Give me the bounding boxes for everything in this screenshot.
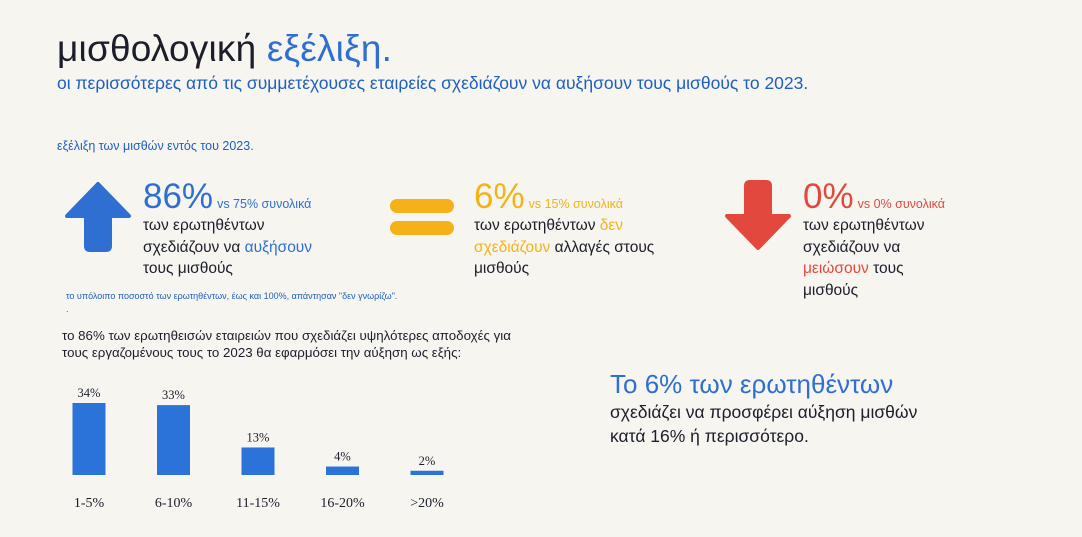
stat-decrease-keyword: μειώσουν xyxy=(803,260,869,277)
callout-headline: Το 6% των ερωτηθέντων xyxy=(610,369,894,399)
stat-same: 6% vs 15% συνολικά των ερωτηθέντων δεν σχ… xyxy=(474,179,654,280)
stat-same-line2: σχεδιάζουν αλλαγές στους xyxy=(474,237,654,259)
callout: Το 6% των ερωτηθέντων σχεδιάζει να προσφ… xyxy=(610,368,917,448)
bar-category-label: 6-10% xyxy=(155,496,193,511)
bar-value-label: 2% xyxy=(419,454,436,468)
stat-increase-value: 86% xyxy=(143,177,214,216)
footnote-dot: . xyxy=(66,304,69,314)
stat-increase: 86% vs 75% συνολικά των ερωτηθέντων σχεδι… xyxy=(143,179,312,280)
stat-increase-line1: των ερωτηθέντων xyxy=(143,217,265,234)
bar-1-5% xyxy=(72,403,106,475)
stat-same-line3: μισθούς xyxy=(474,260,530,277)
stat-decrease-line3-b: τους xyxy=(868,260,904,277)
bar-chart: 34% 1-5% 33% 6-10% 13% 11-15% 4% 16-20% 2% >20% xyxy=(72,386,444,511)
stat-decrease-line4: μισθούς xyxy=(803,281,859,299)
bar-6-10% xyxy=(157,405,190,475)
arrow-up-icon xyxy=(65,182,131,252)
stat-increase-keyword: αυξήσουν xyxy=(244,238,313,256)
bar-value-label: 33% xyxy=(162,388,185,402)
bar-16-20% xyxy=(326,466,359,475)
bar-value-label: 4% xyxy=(334,450,351,464)
stat-same-vs: vs 15% συνολικά xyxy=(528,197,623,211)
stat-decrease-vs: vs 0% συνολικά xyxy=(857,197,945,211)
section-label: εξέλιξη των μισθών εντός του 2023. xyxy=(57,139,254,153)
callout-line2: κατά 16% ή περισσότερο. xyxy=(610,426,809,446)
bar-category-label: 11-15% xyxy=(236,496,280,511)
bar-category-label: >20% xyxy=(410,496,444,511)
stat-same-keyword-plan: σχεδιάζουν xyxy=(474,238,551,256)
stat-same-line2-b: αλλαγές στους xyxy=(550,238,655,256)
stat-same-line1: των ερωτηθέντων δεν xyxy=(474,215,654,237)
arrow-down-icon xyxy=(725,180,791,250)
stat-decrease-line2: σχεδιάζουν να xyxy=(803,238,901,256)
title-part2: εξέλιξη. xyxy=(266,28,393,69)
stat-increase-line2-a: σχεδιάζουν να xyxy=(143,238,245,256)
stat-same-value: 6% xyxy=(474,177,525,216)
stat-same-keyword-not: δεν xyxy=(599,217,624,234)
bar->20% xyxy=(410,470,444,475)
stat-decrease-line1: των ερωτηθέντων xyxy=(803,217,925,234)
stat-decrease: 0% vs 0% συνολικά των ερωτηθέντων σχεδιάζ… xyxy=(803,179,945,301)
page-title: μισθολογική εξέλιξη. xyxy=(57,28,392,70)
equals-icon xyxy=(390,199,454,235)
stat-increase-line3: τους μισθούς xyxy=(143,260,233,277)
stat-same-line1-a: των ερωτηθέντων xyxy=(474,217,600,234)
stat-increase-vs: vs 75% συνολικά xyxy=(217,197,312,211)
bar-category-label: 16-20% xyxy=(320,496,365,511)
bar-category-label: 1-5% xyxy=(74,496,105,511)
callout-line1: σχεδιάζει να προσφέρει αύξηση μισθών xyxy=(610,402,918,422)
bar-11-15% xyxy=(241,447,275,475)
stat-decrease-line3: μειώσουν τους xyxy=(803,258,945,280)
stat-decrease-value: 0% xyxy=(803,177,854,216)
page-subtitle: οι περισσότερες από τις συμμετέχουσες ετ… xyxy=(57,73,809,93)
title-part1: μισθολογική xyxy=(57,28,257,69)
chart-intro-text: το 86% των ερωτηθεισών εταιρειών που σχε… xyxy=(62,328,511,360)
stat-increase-line2: σχεδιάζουν να αυξήσουν xyxy=(143,237,312,259)
footnote: το υπόλοιπο ποσοστό των ερωτηθέντων, έως… xyxy=(66,291,398,301)
bar-value-label: 34% xyxy=(78,386,101,400)
bar-value-label: 13% xyxy=(247,430,270,444)
